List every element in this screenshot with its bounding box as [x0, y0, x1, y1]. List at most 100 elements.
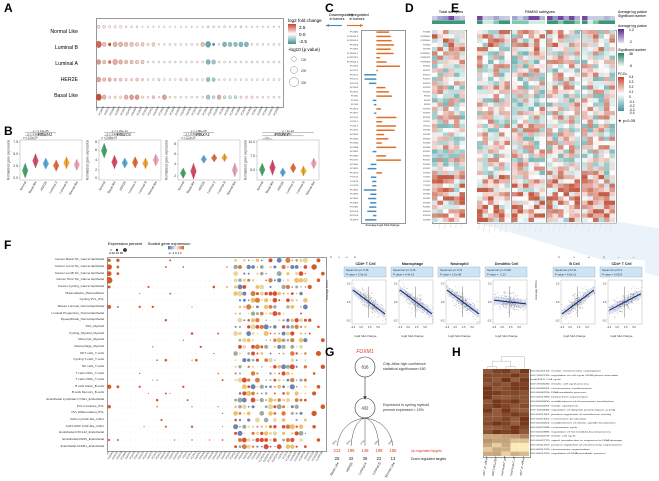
svg-text:FOXO3: FOXO3 [350, 83, 360, 84]
svg-text:FOXC1: FOXC1 [350, 70, 359, 71]
svg-text:Normal like: Normal like [68, 180, 79, 196]
svg-text:0: 0 [95, 176, 97, 180]
svg-text:2: 2 [95, 168, 97, 172]
svg-text:FOXN1: FOXN1 [350, 134, 359, 135]
svg-text:P value = . 0.13: P value = . 0.13 [487, 273, 506, 277]
svg-text:HER2E: HER2E [197, 181, 206, 192]
svg-text:0.0: 0.0 [394, 300, 398, 304]
svg-text:0.0: 0.0 [13, 176, 18, 180]
svg-text:FOXE1: FOXE1 [423, 198, 430, 199]
svg-text:FOXH1: FOXH1 [350, 164, 359, 165]
svg-text:FOXO1: FOXO1 [423, 79, 431, 80]
svg-text:0.0: 0.0 [453, 325, 457, 329]
svg-text:FOXR2: FOXR2 [272, 105, 280, 116]
svg-text:FOXG1: FOXG1 [423, 160, 431, 161]
svg-text:HER2E: HER2E [276, 181, 285, 192]
svg-text:FOXB1: FOXB1 [423, 190, 430, 191]
svg-text:FOXD3: FOXD3 [423, 87, 430, 88]
svg-text:FOXL1: FOXL1 [423, 121, 430, 122]
svg-text:p = 2.13e-05: p = 2.13e-05 [33, 130, 49, 133]
svg-text:2.5: 2.5 [415, 325, 419, 329]
svg-text:Luminal B: Luminal B [137, 181, 147, 195]
svg-text:FOXJ1: FOXJ1 [423, 177, 430, 178]
svg-text:5.0: 5.0 [376, 325, 380, 329]
svg-text:FOXO1: FOXO1 [350, 79, 360, 80]
svg-text:FOXO4: FOXO4 [350, 211, 360, 212]
svg-text:FOXL1: FOXL1 [350, 122, 359, 123]
svg-text:FOXR1: FOXR1 [423, 151, 430, 152]
svg-text:LumB-B cell: LumB-B cell [552, 256, 561, 258]
svg-text:FOXL2: FOXL2 [423, 126, 430, 127]
svg-text:p = 1.88e-08: p = 1.88e-08 [191, 130, 207, 133]
svg-text:0.0: 0.0 [359, 325, 363, 329]
svg-text:Neutrophil: Neutrophil [451, 262, 469, 266]
svg-text:0.0: 0.0 [441, 300, 445, 304]
svg-text:P value = 4.4e-15: P value = 4.4e-15 [393, 273, 415, 277]
svg-text:Luminal B: Luminal B [58, 181, 68, 195]
svg-text:FOXD1: FOXD1 [423, 66, 430, 67]
svg-text:FOXN4: FOXN4 [423, 146, 430, 148]
svg-text:FOXM1: FOXM1 [350, 207, 360, 208]
svg-text:FOXD4L4: FOXD4L4 [347, 62, 359, 63]
svg-text:Basal-B cell: Basal-B cell [330, 256, 333, 258]
svg-text:FOXD4L7: FOXD4L7 [420, 53, 431, 55]
svg-text:FOXL2: FOXL2 [350, 126, 359, 127]
svg-text:4: 4 [95, 158, 97, 162]
svg-text:FOXP2: FOXP2 [423, 109, 430, 110]
svg-text:5.0: 5.0 [423, 325, 427, 329]
svg-text:-0.2: -0.2 [346, 318, 351, 322]
svg-text:2.5: 2.5 [13, 164, 18, 168]
svg-text:FOXI1: FOXI1 [351, 96, 359, 97]
svg-text:FOXO3: FOXO3 [423, 83, 431, 84]
svg-text:FOXI1: FOXI1 [424, 96, 430, 97]
svg-text:FOXJ3: FOXJ3 [423, 185, 430, 186]
svg-text:Luminal A: Luminal A [206, 180, 217, 195]
svg-text:FOXF1: FOXF1 [350, 49, 359, 50]
svg-text:FOXN1: FOXN1 [423, 134, 430, 135]
svg-text:FOXS1: FOXS1 [423, 130, 430, 131]
svg-text:Normal like: Normal like [147, 180, 158, 196]
svg-text:FOXM1: FOXM1 [423, 207, 431, 208]
svg-text:FOXO6: FOXO6 [350, 215, 360, 216]
svg-text:FOXP1: FOXP1 [423, 113, 430, 114]
svg-text:FOXK2: FOXK2 [423, 173, 430, 174]
svg-text:FOXJ3: FOXJ3 [350, 186, 359, 187]
svg-text:HER2E: HER2E [118, 181, 127, 192]
svg-text:FOXN3: FOXN3 [423, 143, 430, 144]
svg-text:FOXC1: FOXC1 [423, 70, 430, 71]
svg-text:Basal like: Basal like [186, 180, 196, 194]
svg-text:FOXP2: FOXP2 [350, 109, 359, 110]
svg-text:-2.5: -2.5 [445, 325, 450, 329]
svg-text:log2 fold change: log2 fold change [354, 334, 376, 338]
svg-text:FOXP4: FOXP4 [350, 220, 359, 221]
svg-text:FOXB2: FOXB2 [423, 194, 430, 195]
svg-text:Normalized gene expression: Normalized gene expression [244, 140, 248, 181]
svg-text:0.0: 0.0 [347, 300, 351, 304]
svg-text:FOXN3: FOXN3 [350, 143, 359, 144]
svg-text:Spearman p=-0.21: Spearman p=-0.21 [440, 268, 463, 272]
svg-text:7.5: 7.5 [250, 154, 255, 158]
svg-text:Basal like: Basal like [28, 180, 38, 194]
svg-text:Spearman p=-0.096: Spearman p=-0.096 [487, 268, 511, 272]
svg-text:p < 2e-16: p < 2e-16 [282, 130, 294, 133]
svg-text:Normalized gene expression: Normalized gene expression [165, 140, 169, 181]
svg-text:6: 6 [95, 148, 97, 152]
svg-text:Normal: Normal [177, 180, 186, 191]
svg-text:Normal like: Normal like [226, 180, 237, 196]
svg-text:FOXR2: FOXR2 [423, 156, 430, 157]
svg-text:Normalized gene expression: Normalized gene expression [86, 140, 90, 181]
svg-text:FOXI2: FOXI2 [351, 100, 359, 101]
svg-text:FOXB2: FOXB2 [350, 194, 359, 195]
svg-text:log2 fold change: log2 fold change [448, 334, 470, 338]
svg-text:4: 4 [174, 162, 176, 166]
svg-text:FOXD4L5: FOXD4L5 [347, 40, 359, 41]
svg-text:Luminal A: Luminal A [127, 180, 138, 195]
svg-text:Normal like: Normal like [305, 180, 316, 196]
svg-text:FOXK1: FOXK1 [423, 168, 430, 169]
svg-text:FOXN4: FOXN4 [350, 147, 359, 148]
svg-text:6: 6 [174, 152, 176, 156]
svg-text:200: 200 [301, 69, 307, 73]
svg-text:100: 100 [301, 58, 307, 62]
svg-text:FOXP4: FOXP4 [423, 219, 430, 221]
svg-text:FOXD2: FOXD2 [423, 92, 430, 93]
